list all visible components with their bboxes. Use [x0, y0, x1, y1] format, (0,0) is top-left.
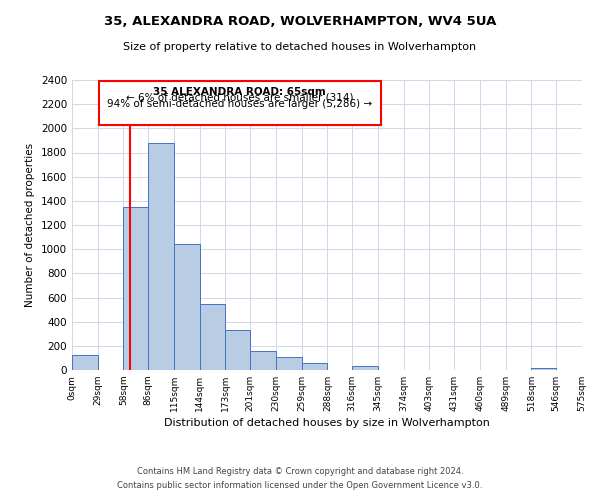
Bar [276, 358, 302, 370]
Bar [200, 304, 226, 370]
Bar [302, 363, 328, 370]
Bar [72, 355, 98, 370]
Bar [226, 330, 250, 370]
X-axis label: Distribution of detached houses by size in Wolverhampton: Distribution of detached houses by size … [164, 418, 490, 428]
Bar [250, 352, 276, 370]
Bar [352, 366, 378, 370]
Text: Contains public sector information licensed under the Open Government Licence v3: Contains public sector information licen… [118, 481, 482, 490]
Y-axis label: Number of detached properties: Number of detached properties [25, 143, 35, 307]
Bar [174, 244, 200, 370]
Text: Contains HM Land Registry data © Crown copyright and database right 2024.: Contains HM Land Registry data © Crown c… [137, 467, 463, 476]
Text: 35, ALEXANDRA ROAD, WOLVERHAMPTON, WV4 5UA: 35, ALEXANDRA ROAD, WOLVERHAMPTON, WV4 5… [104, 15, 496, 28]
Bar [124, 207, 148, 370]
Text: 94% of semi-detached houses are larger (5,286) →: 94% of semi-detached houses are larger (… [107, 99, 372, 109]
Bar [532, 368, 556, 370]
Text: 35 ALEXANDRA ROAD: 65sqm: 35 ALEXANDRA ROAD: 65sqm [153, 86, 326, 97]
Text: ← 6% of detached houses are smaller (314): ← 6% of detached houses are smaller (314… [126, 93, 353, 103]
FancyBboxPatch shape [98, 81, 380, 124]
Bar [148, 144, 174, 370]
Text: Size of property relative to detached houses in Wolverhampton: Size of property relative to detached ho… [124, 42, 476, 52]
